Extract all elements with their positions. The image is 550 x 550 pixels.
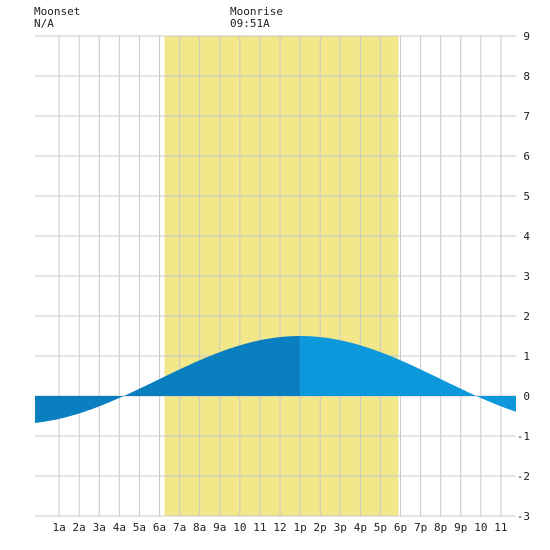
x-tick-label: 10 [233, 521, 246, 534]
x-tick-label: 5a [133, 521, 146, 534]
tide-area-day-rising [164, 336, 301, 396]
y-tick-label: -2 [517, 470, 530, 483]
y-tick-label: 4 [523, 230, 530, 243]
y-tick-label: 9 [523, 30, 530, 43]
moonset-label: Moonset [34, 5, 81, 18]
x-axis-labels: 1a 2a 3a 4a 5a 6a 7a 8a 9a 10 11 12 1p 2p 3p 4p 5p 6p 7p 8p… [52, 521, 507, 534]
moonset-value: N/A [34, 17, 54, 30]
y-tick-label: -1 [517, 430, 530, 443]
x-tick-label: 2p [314, 521, 327, 534]
x-tick-label: 7a [173, 521, 186, 534]
x-tick-label: 4p [354, 521, 367, 534]
x-tick-label: 11 [253, 521, 266, 534]
y-tick-label: 6 [523, 150, 530, 163]
y-tick-label: 7 [523, 110, 530, 123]
x-tick-label: 8a [193, 521, 206, 534]
x-tick-label: 1a [52, 521, 65, 534]
moonrise-value: 09:51A [230, 17, 270, 30]
x-tick-label: 4a [113, 521, 126, 534]
moonrise-info: Moonrise 09:51A [230, 6, 283, 30]
x-tick-label: 11 [494, 521, 507, 534]
tide-area [35, 336, 516, 423]
moonrise-label: Moonrise [230, 5, 283, 18]
x-tick-label: 6a [153, 521, 166, 534]
y-tick-label: 8 [523, 70, 530, 83]
tide-area-night-morning [35, 376, 165, 423]
x-tick-label: 10 [474, 521, 487, 534]
x-tick-label: 1p [293, 521, 306, 534]
y-tick-label: 0 [523, 390, 530, 403]
x-tick-label: 7p [414, 521, 427, 534]
x-tick-label: 3a [93, 521, 106, 534]
tide-area-day-falling [300, 336, 399, 396]
y-tick-label: 3 [523, 270, 530, 283]
x-tick-label: 12 [273, 521, 286, 534]
moonset-info: Moonset N/A [34, 6, 80, 30]
y-tick-label: 5 [523, 190, 530, 203]
x-tick-label: 6p [394, 521, 407, 534]
y-tick-label: 2 [523, 310, 530, 323]
x-tick-label: 5p [374, 521, 387, 534]
x-tick-label: 3p [334, 521, 347, 534]
tide-area-evening [398, 359, 516, 412]
x-tick-label: 2a [73, 521, 86, 534]
y-tick-label: -3 [517, 510, 530, 523]
y-tick-label: 1 [523, 350, 530, 363]
x-tick-label: 8p [434, 521, 447, 534]
x-tick-label: 9a [213, 521, 226, 534]
y-axis-labels: 9 8 7 6 5 4 3 2 1 0 -1 -2 -3 [517, 30, 531, 523]
x-tick-label: 9p [454, 521, 467, 534]
